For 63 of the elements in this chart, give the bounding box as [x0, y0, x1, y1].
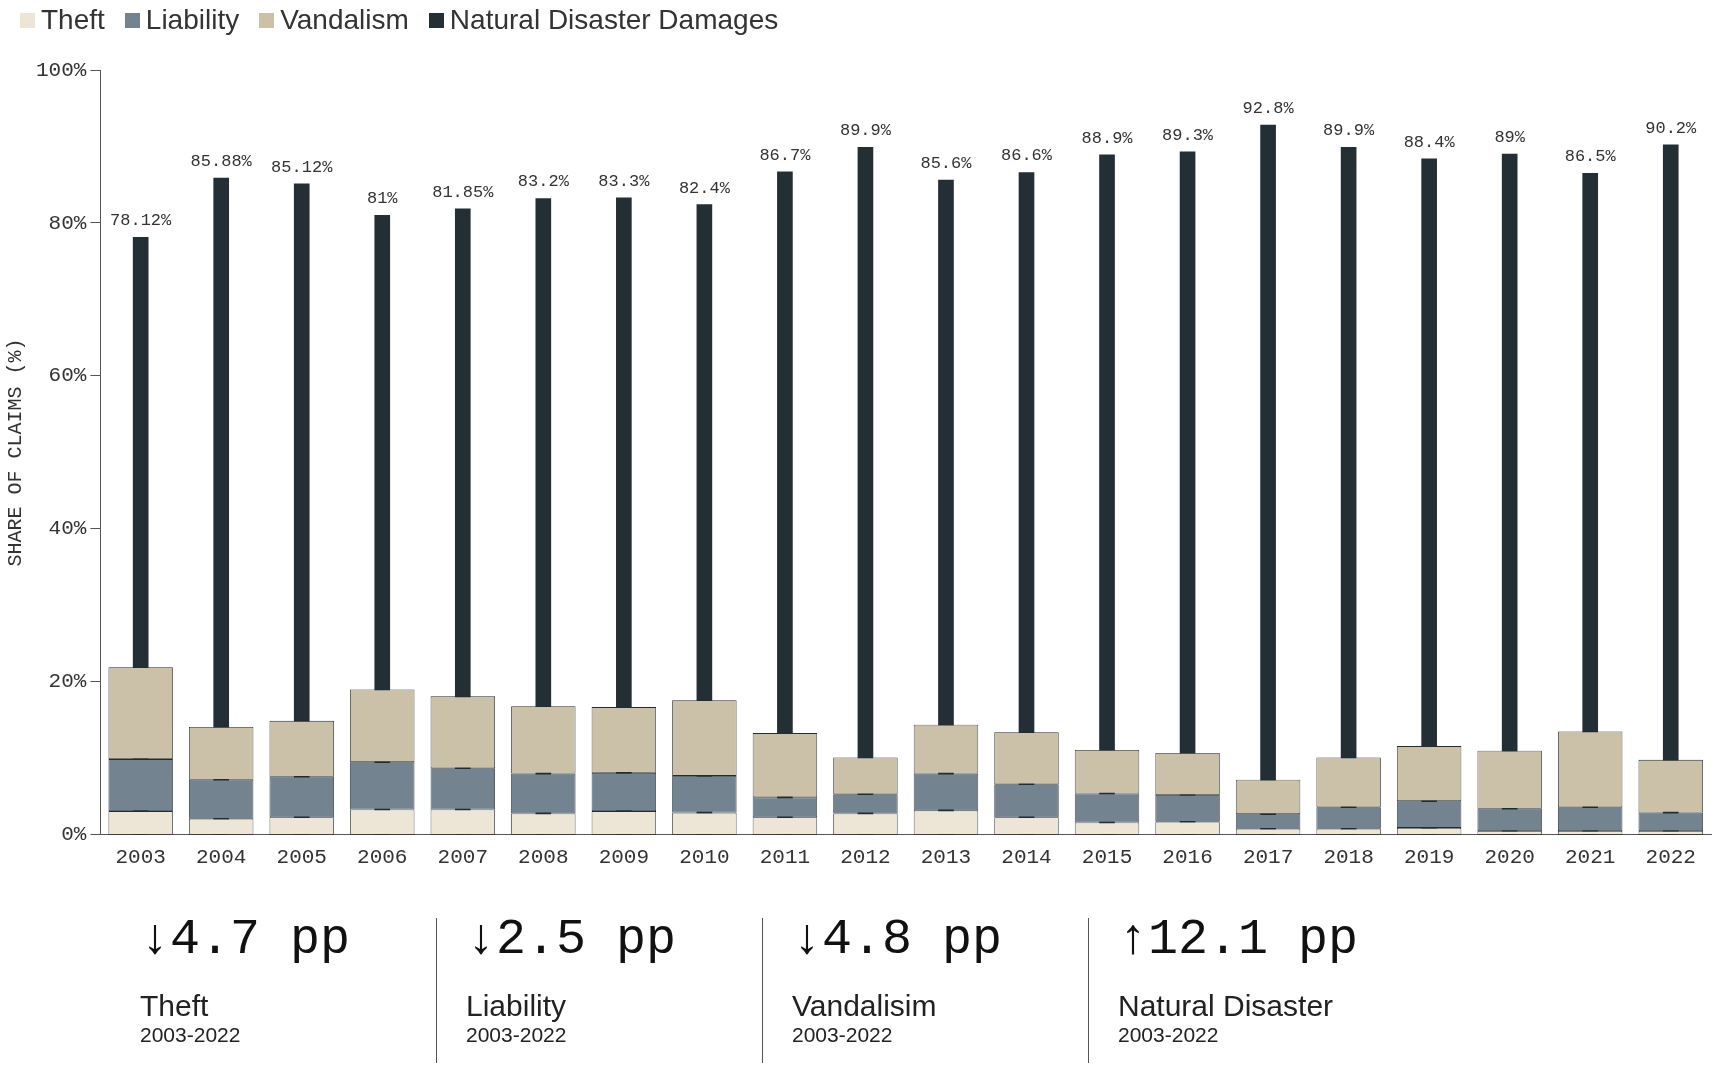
x-tick-label: 2021 — [1564, 845, 1616, 869]
y-tick-label: 80% — [48, 211, 87, 235]
data-label: 90.2% — [1645, 118, 1698, 138]
text: Theft — [140, 989, 210, 1022]
data-label: 85.6% — [920, 154, 973, 174]
data-label: 89% — [1494, 128, 1526, 148]
text: ↓2.5 pp — [466, 911, 678, 968]
data-label: 81.85% — [432, 182, 495, 202]
data-label: 86.7% — [759, 145, 812, 165]
y-tick-label: 0% — [61, 823, 87, 847]
text: ↓4.8 pp — [792, 911, 1004, 968]
y-tick-label: 100% — [35, 58, 87, 82]
x-tick-label: 2017 — [1242, 845, 1294, 869]
text: Vandalisim — [792, 989, 938, 1022]
y-tick-label: 20% — [48, 670, 87, 694]
data-label: 86.5% — [1564, 147, 1617, 167]
x-tick-label: 2012 — [840, 845, 891, 869]
x-tick-label: 2003 — [115, 845, 166, 869]
legend-label: Liability — [145, 4, 240, 36]
data-label: 89.3% — [1162, 125, 1214, 145]
legend-label: Natural Disaster Damages — [449, 4, 779, 36]
x-tick-label: 2016 — [1162, 845, 1213, 869]
text: 2003-2022 — [792, 1022, 894, 1048]
x-tick-label: 2022 — [1645, 845, 1696, 869]
data-label: 89.9% — [1323, 121, 1375, 141]
x-tick-label: 2004 — [195, 845, 247, 869]
x-tick-label: 2005 — [276, 845, 327, 869]
data-label: 83.2% — [517, 172, 570, 192]
x-tick-label: 2007 — [437, 845, 488, 869]
data-label: 89.9% — [839, 121, 892, 141]
data-label: 88.9% — [1081, 128, 1134, 148]
x-tick-label: 2015 — [1081, 845, 1133, 869]
text: ↑12.1 pp — [1118, 911, 1360, 968]
data-label: 85.88% — [190, 151, 253, 171]
data-label: 82.4% — [678, 178, 731, 198]
x-tick-label: 2010 — [679, 845, 730, 869]
text: 2003-2022 — [466, 1022, 568, 1048]
data-label: 86.6% — [1000, 146, 1053, 166]
legend-label: Vandalism — [280, 4, 409, 36]
data-label: 78.12% — [110, 211, 173, 231]
x-tick-label: 2019 — [1403, 845, 1455, 869]
y-tick-label: 60% — [48, 364, 87, 388]
x-tick-label: 2020 — [1484, 845, 1535, 869]
x-tick-label: 2006 — [357, 845, 408, 869]
text: ↓4.7 pp — [140, 911, 352, 968]
text: 2003-2022 — [1118, 1022, 1220, 1048]
x-tick-label: 2008 — [518, 845, 569, 869]
x-tick-label: 2014 — [1001, 845, 1052, 869]
text: 2003-2022 — [140, 1022, 242, 1048]
text: Natural Disaster — [1118, 989, 1335, 1022]
x-tick-label: 2018 — [1323, 845, 1374, 869]
legend-label: Theft — [41, 4, 105, 36]
x-tick-label: 2009 — [598, 845, 650, 869]
text: Liability — [466, 989, 568, 1022]
data-label: 85.12% — [271, 157, 334, 177]
data-label: 83.3% — [598, 171, 651, 191]
y-axis-title: SHARE OF CLAIMS (%) — [4, 338, 28, 567]
data-label: 81% — [366, 189, 399, 209]
x-tick-label: 2011 — [759, 845, 811, 869]
data-label: 92.8% — [1242, 99, 1295, 119]
data-label: 88.4% — [1403, 132, 1456, 152]
x-tick-label: 2013 — [920, 845, 972, 869]
y-tick-label: 40% — [48, 517, 87, 541]
